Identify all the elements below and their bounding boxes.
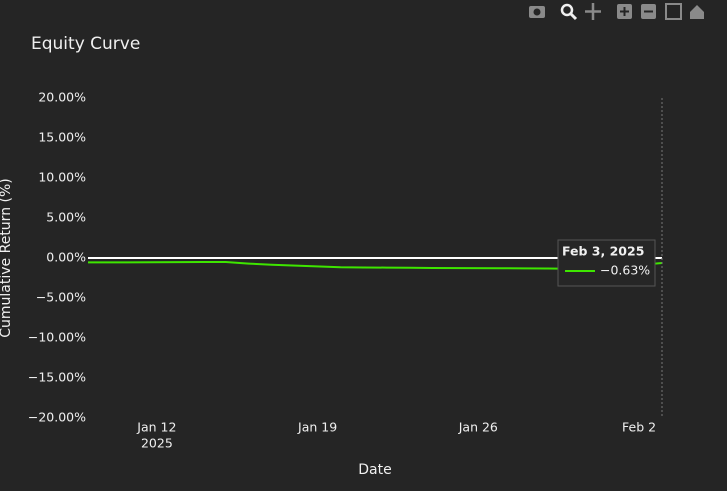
plus <box>620 7 629 16</box>
x-tick-label: Jan 12 <box>136 420 176 435</box>
x-tick-label: Feb 2 <box>622 420 656 435</box>
x-tick-label: Jan 26 <box>458 420 498 435</box>
autoscale-icon[interactable] <box>665 3 682 20</box>
y-tick-label: −5.00% <box>36 290 86 305</box>
y-tick-label: 0.00% <box>46 250 86 265</box>
y-tick-label: −20.00% <box>28 410 86 425</box>
y-tick-label: 15.00% <box>38 130 86 145</box>
hover-value: −0.63% <box>600 263 650 278</box>
hover-box <box>557 239 656 287</box>
y-tick-label: 20.00% <box>38 90 86 105</box>
camera-lens <box>533 8 541 16</box>
pan-icon[interactable] <box>585 3 601 20</box>
x-tick-label: Jan 19 <box>297 420 337 435</box>
x-tick-year-label: 2025 <box>141 436 173 451</box>
y-tick-label: −10.00% <box>28 330 86 345</box>
y-axis-label: Cumulative Return (%) <box>0 178 14 338</box>
x-axis-label: Date <box>358 462 391 478</box>
hover-date: Feb 3, 2025 <box>562 244 644 259</box>
zoom-handle <box>569 12 578 21</box>
chart-title: Equity Curve <box>31 34 140 54</box>
toolbar <box>529 3 704 21</box>
zoom-icon[interactable] <box>560 3 574 17</box>
line-series <box>88 261 663 271</box>
y-tick-label: 5.00% <box>46 210 86 225</box>
y-tick-label: −15.00% <box>28 370 86 385</box>
home-icon[interactable] <box>690 5 704 19</box>
y-tick-label: 10.00% <box>38 170 86 185</box>
